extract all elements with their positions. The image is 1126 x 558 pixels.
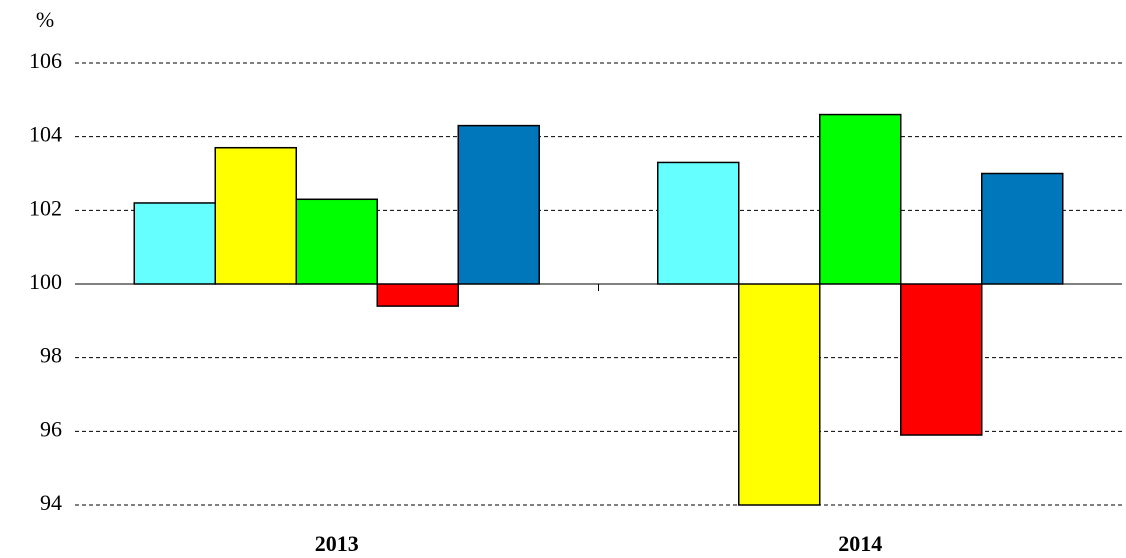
- y-tick-label: 102: [29, 195, 62, 220]
- bar: [457, 124, 540, 285]
- x-tick-label: 2014: [838, 531, 882, 556]
- y-tick-label: 96: [40, 416, 62, 441]
- y-tick-label: 104: [29, 122, 62, 147]
- y-tick-label: 100: [29, 269, 62, 294]
- bar: [214, 146, 297, 285]
- bar: [295, 198, 378, 285]
- bar: [981, 172, 1064, 285]
- bar: [133, 202, 216, 285]
- y-axis-label: %: [36, 7, 54, 32]
- y-tick-label: 98: [40, 343, 62, 368]
- bar: [376, 283, 459, 307]
- y-tick-label: 106: [29, 48, 62, 73]
- x-tick-label: 2013: [315, 531, 359, 556]
- bar: [819, 113, 902, 285]
- y-tick-label: 94: [40, 490, 62, 515]
- bar: [900, 283, 983, 436]
- bar: [657, 161, 740, 285]
- bar: [738, 283, 821, 506]
